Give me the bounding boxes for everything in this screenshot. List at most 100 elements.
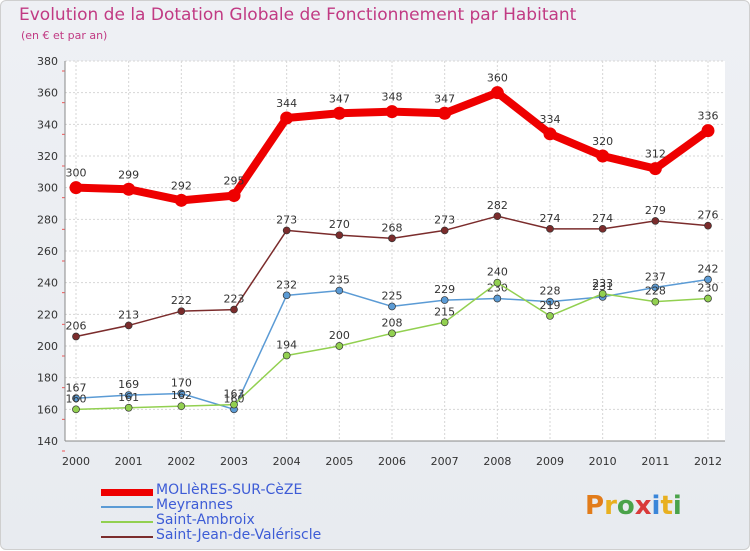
y-tick-label: 320 <box>37 150 58 163</box>
legend-swatch <box>101 521 153 523</box>
data-point <box>177 389 186 398</box>
data-point <box>282 351 291 360</box>
data-point <box>546 297 554 306</box>
data-point <box>598 289 607 298</box>
legend-label: Meyrannes <box>156 497 233 513</box>
data-point <box>651 283 660 292</box>
data-point <box>704 275 712 284</box>
data-point <box>72 405 80 414</box>
y-tick-label: 300 <box>37 182 58 195</box>
data-point <box>72 394 80 403</box>
proxiti-logo: Proxiti <box>585 491 682 521</box>
data-point <box>227 189 241 203</box>
data-label: 292 <box>171 179 192 192</box>
data-point <box>385 105 399 119</box>
data-point <box>493 294 502 303</box>
data-label: 242 <box>698 263 719 276</box>
data-label: 167 <box>66 381 87 394</box>
data-label: 229 <box>434 283 455 296</box>
data-point <box>440 318 449 327</box>
data-point <box>440 226 449 235</box>
y-tick-label: 240 <box>37 277 58 290</box>
legend-label: Saint-Ambroix <box>156 512 255 528</box>
y-tick-label: 260 <box>37 245 58 258</box>
data-point <box>335 342 344 350</box>
x-tick-label: 2007 <box>431 455 459 468</box>
data-label: 228 <box>540 285 561 298</box>
logo-letter: i <box>672 491 682 521</box>
y-tick-label: 360 <box>37 87 58 100</box>
data-point <box>701 124 715 138</box>
legend-swatch <box>101 536 153 538</box>
data-label: 348 <box>382 91 403 104</box>
y-tick-label: 340 <box>37 118 58 131</box>
data-point <box>332 106 346 120</box>
data-point <box>543 127 557 141</box>
x-tick-label: 2005 <box>325 455 353 468</box>
data-label: 347 <box>434 92 455 105</box>
data-label: 274 <box>540 212 561 225</box>
data-label: 162 <box>171 389 192 402</box>
data-label: 225 <box>382 289 403 302</box>
data-point <box>490 86 504 100</box>
data-point <box>546 224 554 233</box>
data-point <box>440 296 449 304</box>
y-tick-label: 200 <box>37 340 58 353</box>
data-label: 235 <box>329 274 350 287</box>
data-point <box>282 226 291 235</box>
data-point <box>704 221 712 230</box>
data-label: 213 <box>118 308 139 321</box>
data-point <box>72 332 80 341</box>
x-tick-label: 2001 <box>115 455 143 468</box>
data-point <box>230 305 238 314</box>
data-label: 161 <box>118 391 139 404</box>
x-tick-label: 2010 <box>589 455 617 468</box>
data-label: 160 <box>66 392 87 405</box>
y-tick-label: 160 <box>37 403 58 416</box>
data-label: 320 <box>592 135 613 148</box>
data-point <box>546 312 554 320</box>
legend-label: Saint-Jean-de-Valériscle <box>156 527 322 543</box>
data-label: 334 <box>540 113 561 126</box>
data-point <box>124 391 133 399</box>
data-label: 279 <box>645 204 666 217</box>
data-point <box>596 149 610 163</box>
data-label: 273 <box>434 213 455 226</box>
data-label: 163 <box>224 388 245 401</box>
data-label: 344 <box>276 97 297 110</box>
data-label: 232 <box>276 278 297 291</box>
y-tick-label: 220 <box>37 308 58 321</box>
data-point <box>335 286 344 295</box>
logo-letter: i <box>651 491 661 521</box>
data-point <box>493 212 502 221</box>
data-label: 360 <box>487 72 508 85</box>
y-tick-label: 140 <box>37 435 58 448</box>
data-point <box>122 182 136 196</box>
x-tick-label: 2002 <box>167 455 195 468</box>
data-label: 347 <box>329 92 350 105</box>
x-tick-label: 2006 <box>378 455 406 468</box>
data-point <box>651 297 660 306</box>
y-tick-label: 180 <box>37 372 58 385</box>
y-tick-label: 280 <box>37 213 58 226</box>
data-label: 194 <box>276 339 297 352</box>
data-point <box>388 302 396 311</box>
data-label: 228 <box>645 285 666 298</box>
data-label: 169 <box>118 378 139 391</box>
chart-title: Evolution de la Dotation Globale de Fonc… <box>19 5 577 25</box>
logo-letter: t <box>660 491 673 521</box>
data-label: 312 <box>645 148 666 161</box>
data-label: 208 <box>382 316 403 329</box>
y-tick-label: 380 <box>37 55 58 68</box>
x-tick-label: 2008 <box>483 455 511 468</box>
x-tick-label: 2012 <box>694 455 722 468</box>
data-point <box>174 193 188 207</box>
data-label: 282 <box>487 199 508 212</box>
data-label: 237 <box>645 270 666 283</box>
data-label: 233 <box>592 277 613 290</box>
logo-letter: x <box>634 491 652 521</box>
data-label: 268 <box>382 221 403 234</box>
data-point <box>438 106 452 120</box>
data-point <box>388 329 396 338</box>
